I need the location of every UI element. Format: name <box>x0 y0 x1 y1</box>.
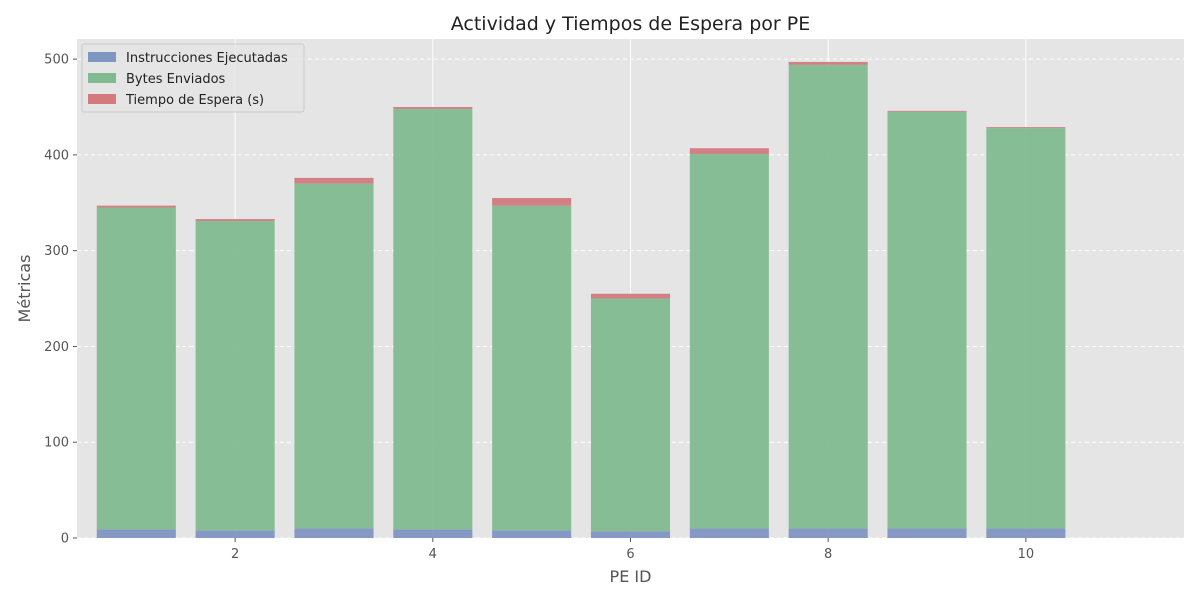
y-tick-label: 400 <box>44 148 69 163</box>
bar-segment <box>96 207 176 530</box>
legend-box <box>81 43 305 113</box>
y-tick-label: 0 <box>61 532 69 547</box>
x-tick-label: 10 <box>1018 547 1035 562</box>
y-tick-label: 500 <box>44 53 69 68</box>
bar-segment <box>393 108 473 530</box>
bar-segment <box>887 110 967 112</box>
bar-segment <box>96 529 176 538</box>
bar-segment <box>887 111 967 529</box>
bar-segment <box>96 205 176 208</box>
bar-segment <box>195 219 275 221</box>
bar-segment <box>887 528 967 538</box>
bar-segment <box>393 529 473 538</box>
legend-swatch <box>88 52 116 62</box>
bar-segment <box>590 298 671 532</box>
legend-label: Tiempo de Espera (s) <box>125 93 264 108</box>
bar-segment <box>986 128 1066 529</box>
x-tick-label: 6 <box>626 547 634 562</box>
bar-segment <box>590 293 671 299</box>
bar-segment <box>689 528 769 538</box>
bar-segment <box>294 177 374 184</box>
bar-segment <box>788 528 868 538</box>
bar-segment <box>294 528 374 538</box>
y-tick-label: 300 <box>44 244 69 259</box>
bar-segment <box>788 64 868 529</box>
y-axis-label: Métricas <box>15 255 34 323</box>
x-tick-label: 2 <box>231 547 239 562</box>
bar-segment <box>492 530 572 538</box>
legend-swatch <box>88 94 116 104</box>
legend-label: Bytes Enviados <box>126 72 226 87</box>
bar-segment <box>590 531 671 538</box>
x-axis-label: PE ID <box>610 567 652 586</box>
legend: Instrucciones Ejecutadas Bytes Enviados Ti… <box>81 43 305 113</box>
bar-segment <box>986 528 1066 538</box>
bar-segment <box>492 197 572 206</box>
bar-segment <box>294 183 374 529</box>
x-tick-label: 4 <box>429 547 437 562</box>
bar-segment <box>195 530 275 538</box>
bar-segment <box>195 220 275 531</box>
bar-segment <box>393 107 473 109</box>
bar-segment <box>492 205 572 531</box>
bar-segment <box>986 127 1066 129</box>
bar-segment <box>689 148 769 154</box>
legend-swatch <box>88 73 116 83</box>
bars <box>96 61 1066 538</box>
x-tick-label: 8 <box>824 547 832 562</box>
bar-segment <box>788 61 868 65</box>
legend-label: Instrucciones Ejecutadas <box>126 51 288 66</box>
y-tick-label: 200 <box>44 340 69 355</box>
bar-segment <box>689 153 769 529</box>
chart-title: Actividad y Tiempos de Espera por PE <box>451 13 811 35</box>
y-tick-label: 100 <box>44 436 69 451</box>
